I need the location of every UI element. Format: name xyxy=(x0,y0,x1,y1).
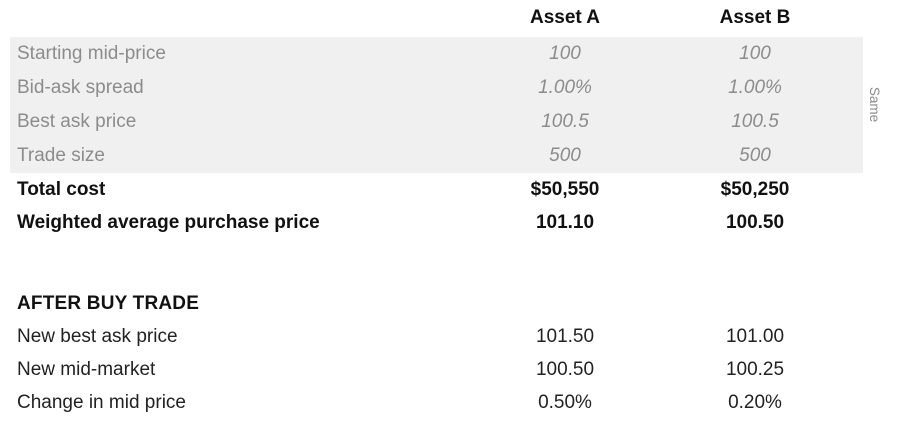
table-row: Bid-ask spread 1.00% 1.00% xyxy=(10,71,863,105)
asset-a-value: $50,550 xyxy=(530,178,600,200)
row-label: Trade size xyxy=(17,145,105,166)
row-label: Change in mid price xyxy=(17,391,186,413)
row-label: Total cost xyxy=(17,178,106,200)
asset-b-value: 0.20% xyxy=(728,391,782,413)
row-label: Weighted average purchase price xyxy=(17,211,320,233)
spacer-row xyxy=(10,239,863,287)
table-row: New best ask price 101.50 101.00 xyxy=(10,320,863,353)
table-header-row: Asset A Asset B xyxy=(10,0,863,37)
row-label: Starting mid-price xyxy=(17,43,166,64)
same-annotation: Same xyxy=(854,74,896,134)
table-row-weighted-average: Weighted average purchase price 101.10 1… xyxy=(10,206,863,239)
asset-b-value: 1.00% xyxy=(728,77,782,98)
asset-a-value: 100.5 xyxy=(541,111,589,132)
column-header-asset-a: Asset A xyxy=(529,6,601,28)
asset-b-value: 100 xyxy=(739,43,771,64)
asset-a-value: 100.50 xyxy=(535,358,595,380)
row-label: Best ask price xyxy=(17,111,137,132)
asset-b-value: 500 xyxy=(739,145,771,166)
table-row: Best ask price 100.5 100.5 xyxy=(10,105,863,139)
asset-a-value: 1.00% xyxy=(538,77,592,98)
table-row: Trade size 500 500 xyxy=(10,139,863,173)
column-header-asset-b: Asset B xyxy=(719,6,791,28)
table-grid: Asset A Asset B Starting mid-price 100 1… xyxy=(10,0,863,419)
row-label: New mid-market xyxy=(17,358,156,380)
asset-a-value: 101.10 xyxy=(535,211,595,233)
asset-a-value: 100 xyxy=(549,43,581,64)
asset-a-value: 101.50 xyxy=(535,325,595,347)
asset-a-value: 0.50% xyxy=(538,391,592,413)
asset-b-value: 100.5 xyxy=(731,111,779,132)
row-label: New best ask price xyxy=(17,325,178,347)
table-row: New mid-market 100.50 100.25 xyxy=(10,353,863,386)
section-title: AFTER BUY TRADE xyxy=(17,292,200,314)
table-row: Change in mid price 0.50% 0.20% xyxy=(10,386,863,419)
section-header-row: AFTER BUY TRADE xyxy=(10,287,863,320)
asset-a-value: 500 xyxy=(549,145,581,166)
asset-b-value: $50,250 xyxy=(720,178,790,200)
same-annotation-label: Same xyxy=(867,86,883,122)
table-row: Starting mid-price 100 100 xyxy=(10,37,863,71)
asset-b-value: 100.50 xyxy=(725,211,785,233)
asset-b-value: 101.00 xyxy=(725,325,785,347)
row-label: Bid-ask spread xyxy=(17,77,144,98)
table-row-total-cost: Total cost $50,550 $50,250 xyxy=(10,173,863,206)
asset-b-value: 100.25 xyxy=(725,358,785,380)
